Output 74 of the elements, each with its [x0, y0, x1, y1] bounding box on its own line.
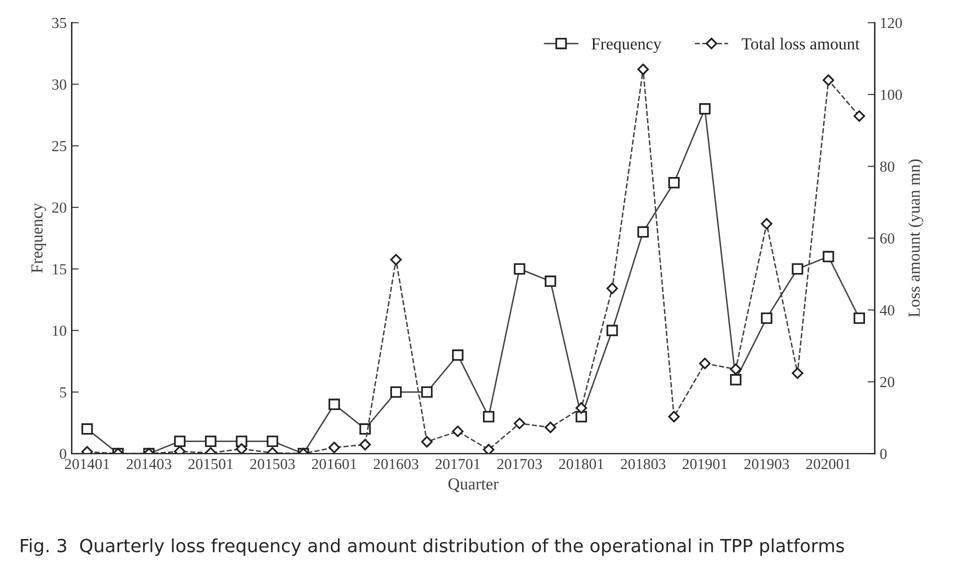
point — [792, 263, 804, 275]
point — [452, 426, 464, 438]
point — [452, 349, 464, 361]
y-tick-label: 0 — [60, 448, 66, 460]
y-tick-label: 30 — [52, 79, 66, 90]
point — [236, 443, 248, 454]
point — [359, 438, 371, 450]
point — [390, 254, 402, 266]
y-tick-label: 5 — [60, 387, 66, 398]
y-tick-label: 10 — [52, 326, 66, 336]
point — [760, 218, 772, 230]
x-tick-label: 201801 — [559, 458, 604, 470]
point — [606, 282, 618, 294]
y-tick-label: 20 — [52, 202, 66, 213]
legend-label: Total loss amount — [742, 38, 860, 50]
point — [514, 263, 526, 275]
y-tick-label: 25 — [52, 140, 66, 152]
x-tick-label: 201601 — [312, 458, 356, 470]
point — [576, 410, 588, 422]
point — [421, 436, 433, 448]
y2-tick-label: 0 — [880, 448, 887, 460]
x-tick-label: 201901 — [682, 458, 727, 470]
y2-axis-title: Loss amount (yuan mn) — [908, 159, 924, 318]
point — [390, 386, 402, 398]
x-tick-label: 201603 — [374, 458, 418, 470]
x-tick-label: 201501 — [188, 458, 233, 470]
point — [668, 410, 680, 422]
point — [730, 374, 742, 386]
point — [81, 423, 93, 435]
point — [699, 103, 711, 115]
point — [854, 110, 866, 122]
x-tick-label: 202001 — [806, 458, 850, 470]
x-axis-title: Quarter — [448, 478, 499, 492]
point — [822, 250, 834, 262]
point — [544, 276, 556, 287]
point — [514, 418, 526, 430]
point — [328, 398, 340, 410]
point — [637, 226, 649, 238]
y2-tick-label: 20 — [880, 376, 894, 388]
point — [576, 402, 588, 414]
point — [266, 436, 278, 447]
point — [482, 410, 494, 422]
x-tick-label: 201503 — [250, 458, 295, 470]
point — [174, 436, 186, 447]
y-tick-label: 35 — [52, 18, 66, 28]
x-tick-label: 201401 — [64, 458, 110, 470]
x-tick-label: 201903 — [744, 458, 789, 470]
point — [730, 363, 742, 375]
caption: Fig. 3 Quarterly loss frequency and amount distribution of the operational in TPP platforms — [20, 538, 844, 556]
y-tick-label: 15 — [52, 264, 66, 274]
point — [668, 177, 680, 188]
y2-tick-label: 100 — [880, 90, 902, 100]
point — [792, 367, 804, 379]
point — [699, 358, 711, 370]
point — [544, 422, 556, 434]
y2-tick-label: 40 — [880, 305, 894, 316]
point — [421, 386, 433, 398]
x-tick-label: 201403 — [126, 458, 172, 470]
point — [854, 312, 865, 324]
point — [606, 324, 618, 336]
x-tick-label: 201701 — [436, 458, 480, 470]
point — [328, 442, 340, 454]
x-tick-label: 201803 — [620, 458, 666, 470]
point — [822, 74, 834, 86]
point — [204, 436, 216, 447]
point — [482, 444, 494, 454]
y2-tick-label: 60 — [880, 233, 894, 244]
y2-tick-label: 120 — [880, 18, 902, 28]
y-axis-title: Frequency — [31, 203, 46, 273]
x-tick-label: 201703 — [497, 458, 542, 470]
legend-label: Frequency — [592, 38, 662, 53]
point — [760, 312, 772, 324]
y2-tick-label: 80 — [880, 161, 894, 172]
point — [637, 64, 649, 76]
